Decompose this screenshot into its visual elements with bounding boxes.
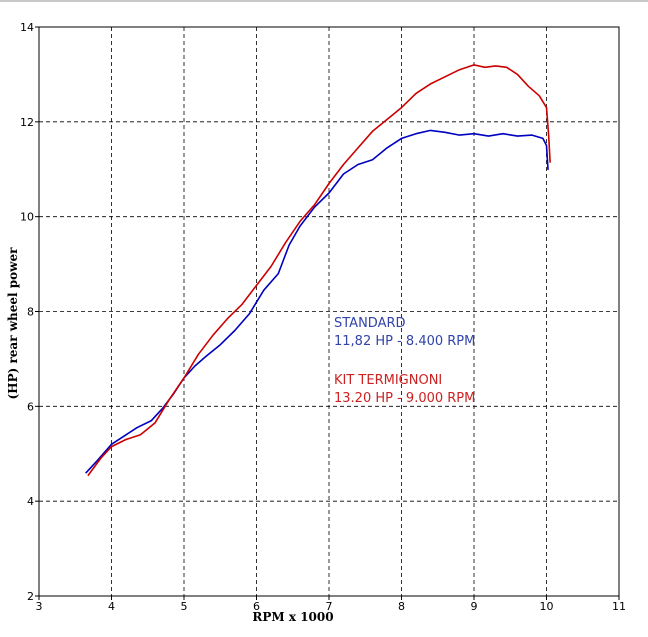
x-tick-label: 4	[108, 600, 115, 613]
x-tick-label: 11	[612, 600, 626, 613]
x-tick-label: 9	[471, 600, 478, 613]
x-tick-label: 8	[398, 600, 405, 613]
y-tick-label: 6	[27, 400, 34, 413]
y-axis-label: (HP) rear wheel power	[6, 247, 20, 400]
y-tick-label: 4	[27, 495, 34, 508]
y-tick-label: 14	[20, 21, 34, 34]
series-line-standard	[85, 129, 549, 474]
x-tick-labels: 3 4 5 6 7 8 9 10 11	[36, 596, 626, 613]
annotations: STANDARD 11,82 HP - 8.400 RPM KIT TERMIGNO…	[334, 316, 475, 406]
y-tick-label: 12	[20, 116, 34, 129]
x-tick-label: 6	[253, 600, 260, 613]
x-axis-label: RPM x 1000	[252, 610, 333, 624]
series-line-kit-termignoni	[87, 64, 551, 476]
annotation-line: KIT TERMIGNONI	[334, 373, 442, 388]
x-tick-label: 5	[181, 600, 188, 613]
y-tick-labels: 2 4 6 8 10 12 14	[20, 21, 39, 603]
x-tick-label: 7	[326, 600, 333, 613]
grid-lines	[39, 27, 619, 596]
x-tick-label: 3	[36, 600, 43, 613]
top-border	[0, 0, 648, 2]
y-tick-label: 8	[27, 306, 34, 319]
annotation-line: 11,82 HP - 8.400 RPM	[334, 334, 475, 349]
series-lines	[85, 64, 551, 476]
annotation-line: 13.20 HP - 9.000 RPM	[334, 391, 475, 406]
annotation-line: STANDARD	[334, 316, 406, 331]
y-tick-label: 10	[20, 211, 34, 224]
y-tick-label: 2	[27, 590, 34, 603]
x-tick-label: 10	[540, 600, 554, 613]
